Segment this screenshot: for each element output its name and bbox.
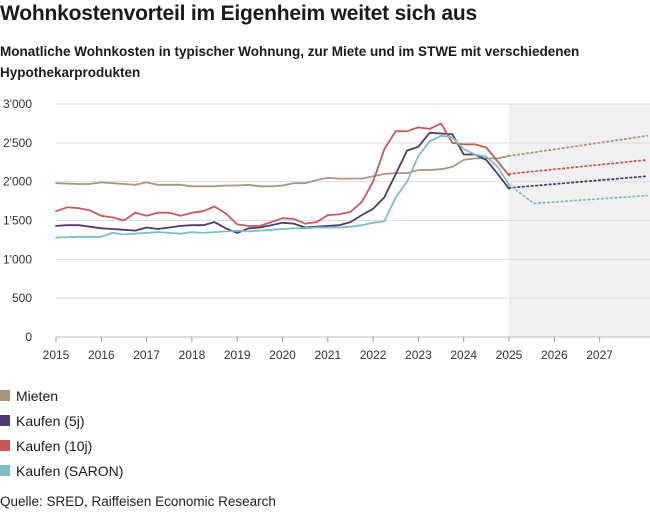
y-tick-label: 2'500: [3, 136, 32, 150]
x-tick-label: 2023: [405, 348, 432, 362]
chart-title: Wohnkostenvorteil im Eigenheim weitet si…: [0, 2, 478, 25]
legend-item-kaufen-10j: Kaufen (10j): [0, 433, 123, 458]
y-tick-label: 0: [25, 330, 32, 344]
source-note: Quelle: SRED, Raiffeisen Economic Resear…: [0, 494, 276, 509]
legend-label-kaufen-saron: Kaufen (SARON): [16, 462, 124, 479]
legend-swatch-kaufen-10j: [0, 440, 10, 451]
y-tick-label: 1'000: [3, 252, 32, 266]
chart-subtitle: Monatliche Wohnkosten in typischer Wohnu…: [0, 44, 580, 80]
x-tick-label: 2018: [179, 348, 206, 362]
x-tick-label: 2025: [496, 348, 523, 362]
x-tick-label: 2027: [586, 348, 613, 362]
series-line-kaufen-saron: [55, 134, 510, 239]
legend-swatch-kaufen-5j: [0, 415, 10, 426]
x-tick-label: 2026: [541, 348, 568, 362]
legend-swatch-mieten: [0, 390, 10, 401]
y-tick-label: 500: [12, 291, 32, 305]
y-tick-label: 2'000: [3, 175, 32, 189]
x-tick-label: 2021: [314, 348, 341, 362]
legend-label-kaufen-10j: Kaufen (10j): [16, 437, 93, 454]
x-tick-label: 2015: [43, 348, 70, 362]
series-line-kaufen-10j: [55, 122, 510, 227]
x-tick-label: 2017: [133, 348, 160, 362]
legend-item-kaufen-saron: Kaufen (SARON): [0, 458, 123, 483]
series-line-kaufen-5j: [55, 131, 510, 234]
legend-label-mieten: Mieten: [16, 387, 59, 404]
series-line-mieten: [55, 155, 510, 188]
legend-label-kaufen-5j: Kaufen (5j): [16, 412, 85, 429]
forecast-line-kaufen-saron: [508, 183, 649, 205]
x-tick-label: 2024: [450, 348, 477, 362]
chart-legend: Mieten Kaufen (5j) Kaufen (10j) Kaufen (…: [0, 383, 123, 483]
forecast-line-kaufen-5j: [508, 175, 649, 189]
forecast-line-kaufen-10j: [508, 158, 649, 175]
forecast-line-mieten: [508, 134, 649, 157]
legend-item-mieten: Mieten: [0, 383, 123, 408]
legend-item-kaufen-5j: Kaufen (5j): [0, 408, 123, 433]
y-tick-label: 1'500: [3, 214, 32, 228]
x-tick-label: 2020: [269, 348, 296, 362]
legend-swatch-kaufen-saron: [0, 465, 10, 476]
x-tick-label: 2022: [360, 348, 387, 362]
y-tick-label: 3'000: [3, 97, 32, 111]
x-tick-label: 2019: [224, 348, 251, 362]
x-tick-label: 2016: [88, 348, 115, 362]
